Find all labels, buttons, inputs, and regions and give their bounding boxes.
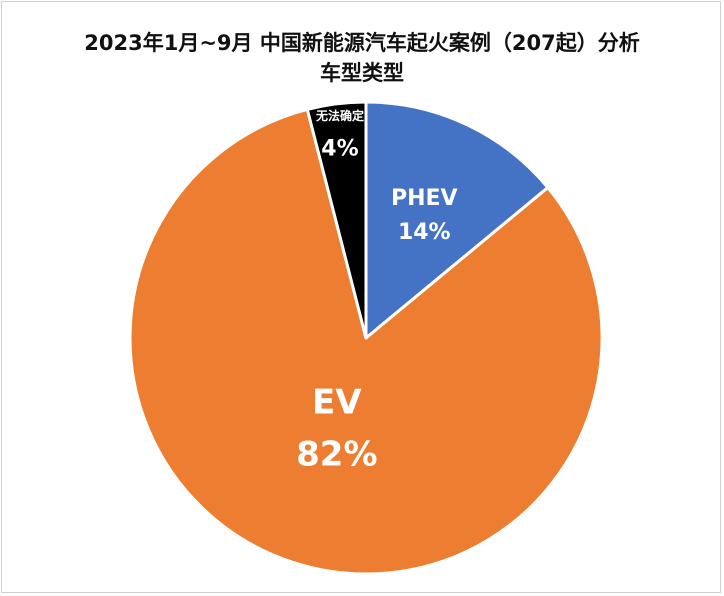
slice-value-label-2: 82%	[296, 435, 377, 475]
slice-name-label-1: PHEV	[391, 186, 458, 211]
slice-value-label-1: 14%	[398, 220, 451, 245]
chart-title: 2023年1月~9月 中国新能源汽车起火案例（207起）分析 车型类型	[0, 28, 724, 88]
chart-title-line-2: 车型类型	[320, 61, 404, 85]
slice-name-label-2: EV	[312, 383, 362, 423]
pie-slice-1	[364, 100, 550, 340]
slice-value-label-3: 4%	[321, 137, 358, 162]
pie-slice-2	[128, 107, 604, 576]
pie-labels: PHEV 14% EV 82% 无法确定 4%	[296, 108, 457, 475]
pie-slice-3	[305, 100, 368, 340]
slice-name-label-3: 无法确定	[315, 108, 364, 123]
chart-title-line-1: 2023年1月~9月 中国新能源汽车起火案例（207起）分析	[84, 31, 640, 55]
pie-slices	[128, 100, 604, 576]
